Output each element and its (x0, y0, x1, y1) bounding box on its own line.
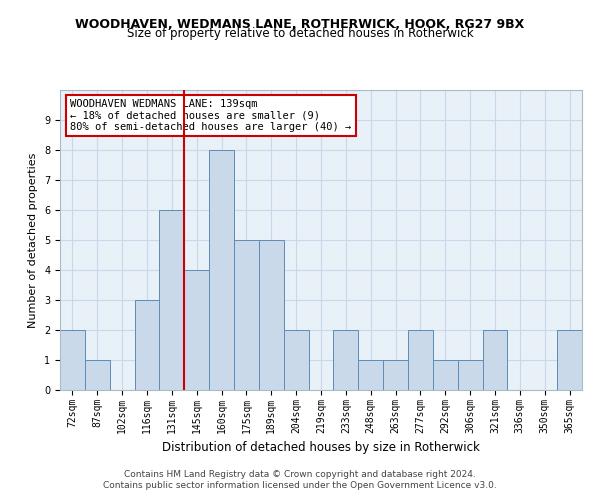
Bar (358, 360, 383, 390)
Text: WOODHAVEN, WEDMANS LANE, ROTHERWICK, HOOK, RG27 9BX: WOODHAVEN, WEDMANS LANE, ROTHERWICK, HOO… (76, 18, 524, 30)
Bar (184, 270, 209, 390)
Bar (458, 360, 482, 390)
Bar (334, 330, 358, 390)
Bar (134, 300, 160, 390)
Text: Size of property relative to detached houses in Rotherwick: Size of property relative to detached ho… (127, 28, 473, 40)
Bar (284, 330, 308, 390)
Bar (408, 330, 433, 390)
Text: Contains public sector information licensed under the Open Government Licence v3: Contains public sector information licen… (103, 481, 497, 490)
Bar (60, 330, 85, 390)
Text: WOODHAVEN WEDMANS LANE: 139sqm
← 18% of detached houses are smaller (9)
80% of s: WOODHAVEN WEDMANS LANE: 139sqm ← 18% of … (70, 99, 352, 132)
Text: Contains HM Land Registry data © Crown copyright and database right 2024.: Contains HM Land Registry data © Crown c… (124, 470, 476, 479)
Y-axis label: Number of detached properties: Number of detached properties (28, 152, 38, 328)
Bar (383, 360, 408, 390)
X-axis label: Distribution of detached houses by size in Rotherwick: Distribution of detached houses by size … (162, 441, 480, 454)
Bar (557, 330, 582, 390)
Bar (259, 240, 284, 390)
Bar (433, 360, 458, 390)
Bar (160, 210, 184, 390)
Bar (482, 330, 508, 390)
Bar (234, 240, 259, 390)
Bar (209, 150, 234, 390)
Bar (85, 360, 110, 390)
